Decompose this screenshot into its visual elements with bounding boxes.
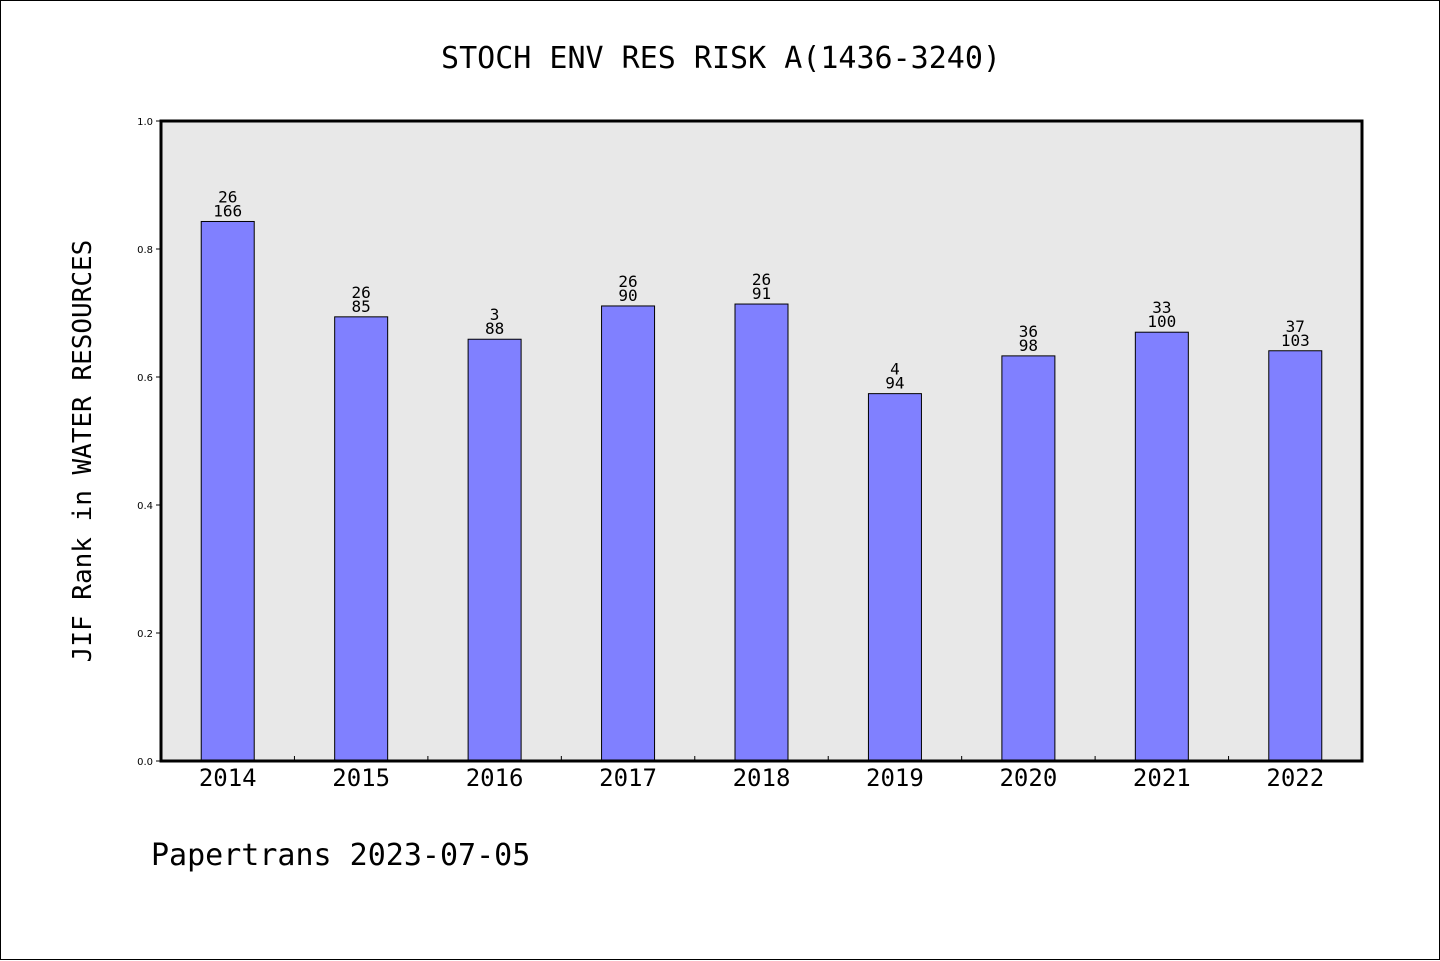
- y-axis: 0.0 0.2 0.4 0.6 0.8 1.0: [137, 117, 161, 768]
- x-tick-label: 2021: [1133, 764, 1191, 792]
- plot-border: [159, 119, 1364, 763]
- bar-label-rank: 26: [352, 283, 371, 302]
- bar: [1134, 331, 1189, 762]
- bar-label-rank: 4: [890, 360, 900, 379]
- bar-label-total: 100: [1147, 312, 1176, 331]
- y-tick-label: 0.6: [137, 373, 153, 384]
- x-tick-label: 2020: [999, 764, 1057, 792]
- x-tick-label: 2022: [1266, 764, 1324, 792]
- bar-label-total: 88: [485, 319, 504, 338]
- bar-label-rank: 37: [1286, 317, 1305, 336]
- bar-label-total: 85: [352, 297, 371, 316]
- bar-label-total: 91: [752, 284, 771, 303]
- bar-label-rank: 26: [218, 187, 237, 206]
- x-tick-label: 2019: [866, 764, 924, 792]
- chart-title: STOCH ENV RES RISK A(1436-3240): [441, 41, 1001, 76]
- y-tick-label: 1.0: [137, 117, 153, 128]
- bars-group: [200, 220, 1323, 762]
- bar: [1001, 355, 1056, 762]
- bar-label-total: 90: [618, 286, 637, 305]
- bar-label-total: 166: [213, 201, 242, 220]
- bar-label-total: 103: [1281, 331, 1310, 350]
- footer-credit: Papertrans 2023-07-05: [151, 838, 530, 873]
- bar-label-rank: 36: [1019, 322, 1038, 341]
- x-tick-label: 2017: [599, 764, 657, 792]
- y-tick-label: 0.0: [137, 757, 153, 768]
- x-axis: 2014 2015 2016 2017 2018 2019 2020 2021 2022: [199, 756, 1324, 792]
- bar-label-rank: 33: [1152, 298, 1171, 317]
- bar: [734, 303, 789, 762]
- y-tick-label: 0.2: [137, 629, 153, 640]
- x-tick-label: 2018: [733, 764, 791, 792]
- y-axis-label: JIF Rank in WATER RESOURCES: [68, 240, 98, 663]
- bar-label-rank: 26: [618, 272, 637, 291]
- x-tick-label: 2015: [332, 764, 390, 792]
- y-tick-label: 0.8: [137, 245, 153, 256]
- bar: [334, 316, 389, 762]
- bar: [1268, 350, 1323, 762]
- x-tick-label: 2014: [199, 764, 257, 792]
- bar-label-total: 98: [1019, 336, 1038, 355]
- bar-label-total: 94: [885, 374, 904, 393]
- x-tick-label: 2016: [466, 764, 524, 792]
- y-tick-label: 0.4: [137, 501, 153, 512]
- bar: [467, 338, 522, 762]
- bar: [867, 393, 922, 762]
- bar: [200, 220, 255, 762]
- bar-label-rank: 3: [490, 305, 500, 324]
- bar: [601, 305, 656, 762]
- bar-label-rank: 26: [752, 270, 771, 289]
